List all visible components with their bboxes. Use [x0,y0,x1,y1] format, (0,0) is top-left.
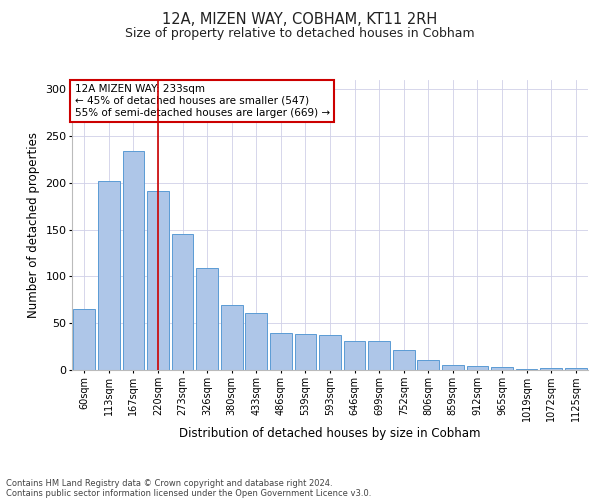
X-axis label: Distribution of detached houses by size in Cobham: Distribution of detached houses by size … [179,426,481,440]
Bar [122,151,144,370]
Bar [344,341,365,370]
Bar [368,341,390,370]
Text: Size of property relative to detached houses in Cobham: Size of property relative to detached ho… [125,28,475,40]
Bar [172,234,193,370]
Bar [98,181,119,370]
Bar [393,350,415,370]
Text: Contains HM Land Registry data © Crown copyright and database right 2024.: Contains HM Land Registry data © Crown c… [6,478,332,488]
Bar [221,306,242,370]
Bar [196,268,218,370]
Bar [565,368,587,370]
Bar [418,360,439,370]
Y-axis label: Number of detached properties: Number of detached properties [27,132,40,318]
Bar [516,369,538,370]
Bar [245,313,267,370]
Bar [295,334,316,370]
Bar [73,309,95,370]
Text: 12A MIZEN WAY: 233sqm
← 45% of detached houses are smaller (547)
55% of semi-det: 12A MIZEN WAY: 233sqm ← 45% of detached … [74,84,330,117]
Bar [541,368,562,370]
Bar [491,367,513,370]
Bar [442,366,464,370]
Bar [270,332,292,370]
Bar [147,192,169,370]
Bar [319,336,341,370]
Bar [467,366,488,370]
Text: 12A, MIZEN WAY, COBHAM, KT11 2RH: 12A, MIZEN WAY, COBHAM, KT11 2RH [163,12,437,28]
Text: Contains public sector information licensed under the Open Government Licence v3: Contains public sector information licen… [6,488,371,498]
